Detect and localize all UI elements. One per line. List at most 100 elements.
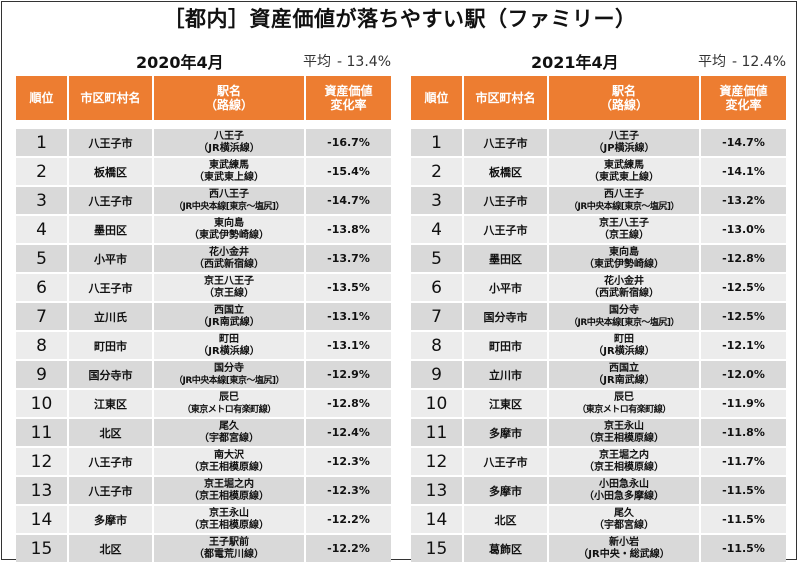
station-name: 東武練馬 (209, 159, 249, 171)
rank-cell: 6 (411, 272, 464, 302)
table-row: 11 北区 尾久 （宇都宮線） -12.4% (16, 417, 391, 447)
rate-cell: -13.1% (305, 330, 391, 360)
station-line: （東武伊勢崎線） (189, 229, 269, 241)
rank-cell: 9 (411, 359, 464, 389)
station-line: （JR中央本線[東京～塩尻]） (568, 201, 680, 212)
rate-cell: -15.4% (305, 156, 391, 186)
station-cell: 東武練馬 （東武東上線） (153, 156, 306, 186)
city-cell: 板橋区 (68, 156, 154, 186)
station-line: （京王相模原線） (584, 432, 664, 444)
header-station-line2: （路線） (599, 98, 648, 112)
header-station-line2: （路線） (204, 98, 253, 112)
panel-date: 2020年4月 (136, 53, 224, 72)
rank-cell: 14 (411, 504, 464, 534)
table-row: 4 墨田区 東向島 （東武伊勢崎線） -13.8% (16, 214, 391, 244)
rank-cell: 10 (411, 388, 464, 418)
station-name: 花小金井 (604, 275, 644, 287)
rate-cell: -12.8% (305, 388, 391, 418)
city-cell: 町田市 (463, 330, 549, 360)
city-cell: 国分寺市 (68, 359, 154, 389)
rate-cell: -11.7% (700, 446, 786, 476)
table-body: 1 八王子市 八王子 （JP横浜線） -14.7% 2 板橋区 東武練馬 （東武東上線） -14.… (411, 120, 786, 562)
station-line: （JR中央本線[東京～塩尻]） (568, 317, 680, 328)
rate-cell: -13.0% (700, 214, 786, 244)
rank-cell: 8 (16, 330, 69, 360)
table-header-row: 順位 市区町村名 駅名 （路線） 資産価値 変化率 (16, 76, 391, 121)
station-cell: 西国立 （JR南武線） (153, 301, 306, 331)
table-row: 6 八王子市 京王八王子 （京王線） -13.5% (16, 272, 391, 302)
city-cell: 八王子市 (68, 272, 154, 302)
station-name: 花小金井 (209, 246, 249, 258)
rate-cell: -12.1% (700, 330, 786, 360)
rank-cell: 3 (411, 185, 464, 215)
city-cell: 八王子市 (68, 475, 154, 505)
header-city: 市区町村名 (463, 76, 549, 121)
station-line: （JR横浜線） (198, 142, 260, 154)
city-cell: 北区 (463, 504, 549, 534)
panel-header: 2020年4月 平均 - 13.4% (16, 44, 391, 76)
table-row: 8 町田市 町田 （JR横浜線） -12.1% (411, 330, 786, 360)
rank-cell: 2 (16, 156, 69, 186)
table-row: 7 立川氏 西国立 （JR南武線） -13.1% (16, 301, 391, 331)
table-row: 5 小平市 花小金井 （西武新宿線） -13.7% (16, 243, 391, 273)
station-cell: 京王八王子 （京王線） (153, 272, 306, 302)
rank-cell: 8 (411, 330, 464, 360)
ranking-table: 順位 市区町村名 駅名 （路線） 資産価値 変化率 1 八王子市 八王子 （JR横浜線） -… (16, 76, 391, 562)
city-cell: 墨田区 (68, 214, 154, 244)
header-rate: 資産価値 変化率 (700, 76, 786, 121)
table-row: 15 葛飾区 新小岩 （JR中央・総武線） -11.5% (411, 533, 786, 562)
rate-cell: -11.9% (700, 388, 786, 418)
header-city: 市区町村名 (68, 76, 154, 121)
city-cell: 板橋区 (463, 156, 549, 186)
station-cell: 小田急永山 （小田急多摩線） (548, 475, 701, 505)
table-row: 5 墨田区 東向島 （東武伊勢崎線） -12.8% (411, 243, 786, 273)
header-station: 駅名 （路線） (153, 76, 306, 121)
station-name: 東向島 (609, 246, 639, 258)
rank-cell: 1 (411, 127, 464, 157)
table-row: 9 立川市 西国立 （JR南武線） -12.0% (411, 359, 786, 389)
city-cell: 八王子市 (68, 127, 154, 157)
station-cell: 西国立 （JR南武線） (548, 359, 701, 389)
station-cell: 京王永山 （京王相模原線） (548, 417, 701, 447)
rank-cell: 12 (411, 446, 464, 476)
station-cell: 国分寺 （JR中央本線[東京～塩尻]） (548, 301, 701, 331)
table-row: 3 八王子市 西八王子 （JR中央本線[東京～塩尻]） -14.7% (16, 185, 391, 215)
station-line: （東京メトロ有楽町線） (182, 404, 276, 415)
station-name: 八王子 (214, 130, 244, 142)
table-row: 6 小平市 花小金井 （西武新宿線） -12.5% (411, 272, 786, 302)
city-cell: 多摩市 (68, 504, 154, 534)
station-name: 尾久 (614, 507, 634, 519)
rank-cell: 6 (16, 272, 69, 302)
station-cell: 東武練馬 （東武東上線） (548, 156, 701, 186)
station-line: （京王線） (599, 229, 649, 241)
rank-cell: 9 (16, 359, 69, 389)
station-name: 南大沢 (214, 449, 244, 461)
station-line: （JR中央・総武線） (578, 548, 670, 560)
station-line: （都電荒川線） (194, 548, 264, 560)
rank-cell: 13 (16, 475, 69, 505)
header-station-line1: 駅名 (216, 84, 241, 98)
station-name: 新小岩 (609, 536, 639, 548)
station-line: （JR中央本線[東京～塩尻]） (173, 201, 285, 212)
station-line: （東京メトロ有楽町線） (577, 404, 671, 415)
header-rate-line2: 変化率 (725, 98, 762, 112)
rate-cell: -13.2% (700, 185, 786, 215)
station-cell: 尾久 （宇都宮線） (548, 504, 701, 534)
header-station: 駅名 （路線） (548, 76, 701, 121)
rate-cell: -14.7% (305, 185, 391, 215)
station-cell: 国分寺 （JR中央本線[東京～塩尻]） (153, 359, 306, 389)
station-name: 西国立 (609, 362, 639, 374)
station-cell: 東向島 （東武伊勢崎線） (153, 214, 306, 244)
station-cell: 花小金井 （西武新宿線） (153, 243, 306, 273)
city-cell: 国分寺市 (463, 301, 549, 331)
station-name: 京王八王子 (599, 217, 649, 229)
station-cell: 辰巳 （東京メトロ有楽町線） (153, 388, 306, 418)
city-cell: 小平市 (463, 272, 549, 302)
rank-cell: 2 (411, 156, 464, 186)
station-cell: 西八王子 （JR中央本線[東京～塩尻]） (153, 185, 306, 215)
rate-cell: -12.0% (700, 359, 786, 389)
station-line: （JR南武線） (593, 374, 655, 386)
station-name: 東武練馬 (604, 159, 644, 171)
station-name: 京王永山 (209, 507, 249, 519)
